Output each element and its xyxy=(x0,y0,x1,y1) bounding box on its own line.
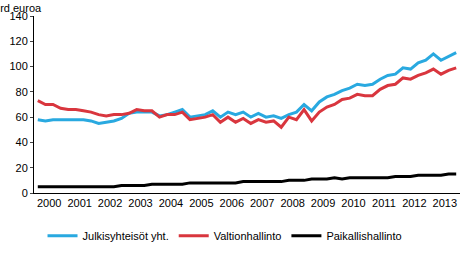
svg-text:2007: 2007 xyxy=(250,197,274,209)
svg-text:Paikallishallinto: Paikallishallinto xyxy=(326,230,401,242)
svg-text:2006: 2006 xyxy=(220,197,244,209)
svg-text:Julkisyhteisöt yht.: Julkisyhteisöt yht. xyxy=(83,230,169,242)
svg-text:0: 0 xyxy=(22,187,28,199)
svg-text:2003: 2003 xyxy=(128,197,152,209)
svg-text:2010: 2010 xyxy=(341,197,365,209)
svg-text:mrd euroa: mrd euroa xyxy=(0,2,42,14)
svg-text:60: 60 xyxy=(16,111,28,123)
svg-text:2001: 2001 xyxy=(67,197,91,209)
svg-text:20: 20 xyxy=(16,162,28,174)
svg-text:100: 100 xyxy=(9,60,27,72)
svg-text:2008: 2008 xyxy=(280,197,304,209)
svg-text:2009: 2009 xyxy=(311,197,335,209)
svg-text:140: 140 xyxy=(9,10,27,22)
svg-text:80: 80 xyxy=(16,86,28,98)
svg-text:120: 120 xyxy=(9,35,27,47)
svg-text:2012: 2012 xyxy=(402,197,426,209)
svg-text:Valtionhallinto: Valtionhallinto xyxy=(214,230,282,242)
svg-text:2011: 2011 xyxy=(372,197,396,209)
svg-text:40: 40 xyxy=(16,136,28,148)
svg-text:2002: 2002 xyxy=(98,197,122,209)
svg-text:2004: 2004 xyxy=(159,197,183,209)
svg-text:2013: 2013 xyxy=(433,197,457,209)
svg-text:2000: 2000 xyxy=(37,197,61,209)
svg-text:2005: 2005 xyxy=(189,197,213,209)
